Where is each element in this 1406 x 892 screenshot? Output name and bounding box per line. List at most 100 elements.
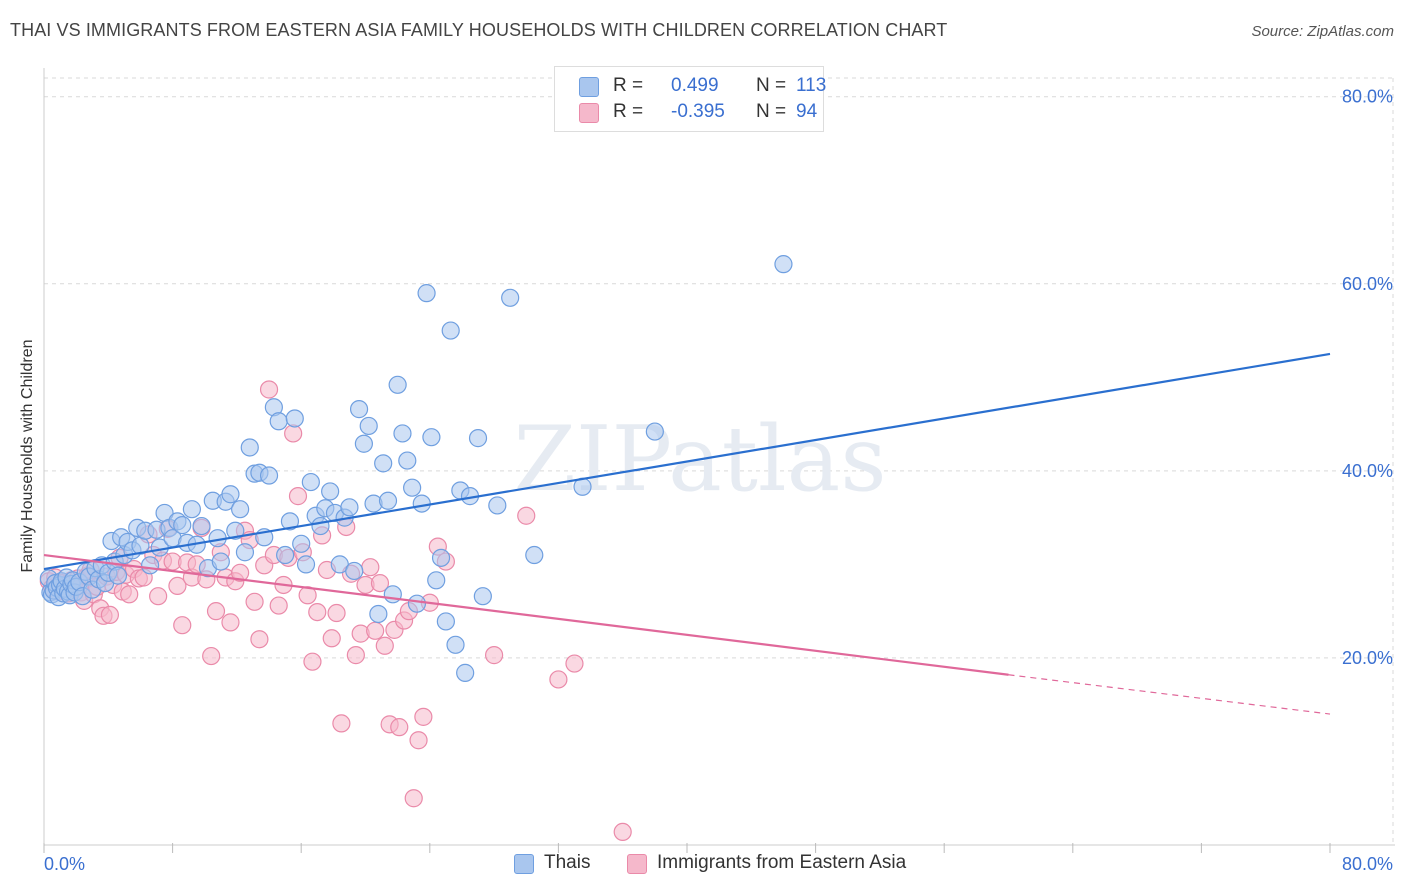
axes: [43, 68, 1395, 853]
source-label: Source: ZipAtlas.com: [1251, 23, 1394, 40]
legend-n-label: N =: [756, 75, 787, 96]
series-legend-label: Thais: [544, 852, 591, 873]
x-tick-label: 80.0%: [1342, 854, 1393, 874]
data-point: [276, 545, 295, 565]
data-point: [303, 652, 322, 671]
data-point: [404, 789, 423, 808]
data-point: [332, 714, 351, 733]
data-point: [613, 822, 632, 842]
data-point: [292, 534, 311, 553]
legend-r-label: R =: [613, 75, 644, 96]
data-point: [354, 434, 373, 453]
data-point: [311, 516, 330, 536]
data-point: [414, 707, 433, 726]
data-point: [393, 424, 412, 443]
data-point: [369, 604, 388, 624]
legend-r-value: -0.395: [671, 101, 725, 122]
data-point: [403, 478, 422, 497]
data-point: [431, 548, 451, 567]
trend-line-immigrants-extension: [1008, 674, 1331, 715]
trend-line-immigrants: [43, 553, 1009, 676]
data-point: [407, 594, 427, 613]
data-point: [340, 498, 359, 517]
data-point: [285, 409, 304, 428]
legend-n-value: 113: [796, 75, 827, 96]
data-point: [366, 621, 385, 640]
data-point: [375, 636, 394, 655]
series-legend-swatch-blue: [514, 854, 534, 874]
data-point: [390, 718, 409, 737]
y-tick-label: 20.0%: [1342, 648, 1393, 668]
data-point: [284, 424, 303, 443]
data-point: [398, 451, 417, 470]
data-point: [501, 288, 520, 307]
x-tick-label: 0.0%: [44, 854, 85, 874]
correlation-legend: R = 0.499 N = 113 R = -0.395 N = 94: [554, 66, 827, 132]
data-point: [412, 494, 431, 513]
legend-n-value: 94: [796, 101, 818, 122]
data-point: [221, 485, 240, 504]
data-point: [346, 646, 365, 665]
data-point: [349, 400, 369, 419]
data-point: [231, 563, 250, 582]
data-point: [468, 429, 488, 448]
chart-title: THAI VS IMMIGRANTS FROM EASTERN ASIA FAM…: [10, 20, 948, 40]
data-point: [140, 556, 160, 575]
data-point: [517, 506, 536, 525]
data-point: [173, 616, 192, 635]
data-point: [221, 613, 240, 632]
legend-swatch-pink: [579, 103, 599, 123]
data-point: [202, 646, 221, 666]
data-point: [250, 630, 269, 649]
data-point: [280, 512, 300, 531]
legend-r-value: 0.499: [671, 75, 719, 96]
data-point: [456, 663, 475, 682]
data-point: [235, 543, 255, 562]
data-point: [549, 670, 568, 689]
data-point: [322, 629, 341, 648]
data-point: [296, 555, 316, 574]
data-point: [192, 516, 211, 536]
series-legend-label: Immigrants from Eastern Asia: [657, 852, 907, 873]
legend-r-label: R =: [613, 101, 644, 122]
data-point: [269, 412, 288, 431]
data-point: [409, 731, 428, 750]
data-point: [388, 375, 407, 394]
data-point: [383, 585, 402, 604]
legend-swatch-blue: [579, 77, 599, 97]
data-point: [308, 602, 327, 622]
y-tick-label: 40.0%: [1342, 461, 1393, 481]
data-point: [361, 558, 380, 577]
data-point: [441, 321, 460, 340]
data-point: [301, 472, 320, 492]
data-point: [417, 284, 436, 303]
data-point: [378, 491, 398, 510]
series-legend-swatch-pink: [627, 854, 647, 874]
data-point: [370, 573, 390, 593]
data-point: [100, 605, 120, 625]
data-point: [645, 422, 664, 441]
data-point: [422, 428, 441, 447]
y-tick-label: 80.0%: [1342, 87, 1393, 107]
data-point: [259, 380, 279, 399]
data-point: [206, 602, 226, 621]
data-point: [288, 487, 308, 506]
data-point: [774, 255, 793, 274]
data-point: [473, 587, 492, 606]
data-point: [182, 500, 201, 519]
data-point: [446, 635, 465, 654]
data-point: [321, 482, 340, 501]
tick-labels: 20.0% 40.0% 60.0% 80.0% 0.0% 80.0%: [44, 87, 1393, 874]
data-point: [269, 596, 288, 615]
trend-line-thais: [43, 352, 1331, 571]
data-point: [359, 416, 378, 436]
data-point: [259, 466, 279, 485]
data-point: [226, 521, 245, 540]
data-point: [436, 612, 455, 631]
data-point: [149, 587, 168, 606]
data-point: [173, 516, 192, 535]
data-point: [345, 561, 364, 581]
data-point: [168, 576, 187, 596]
data-point: [565, 654, 584, 673]
